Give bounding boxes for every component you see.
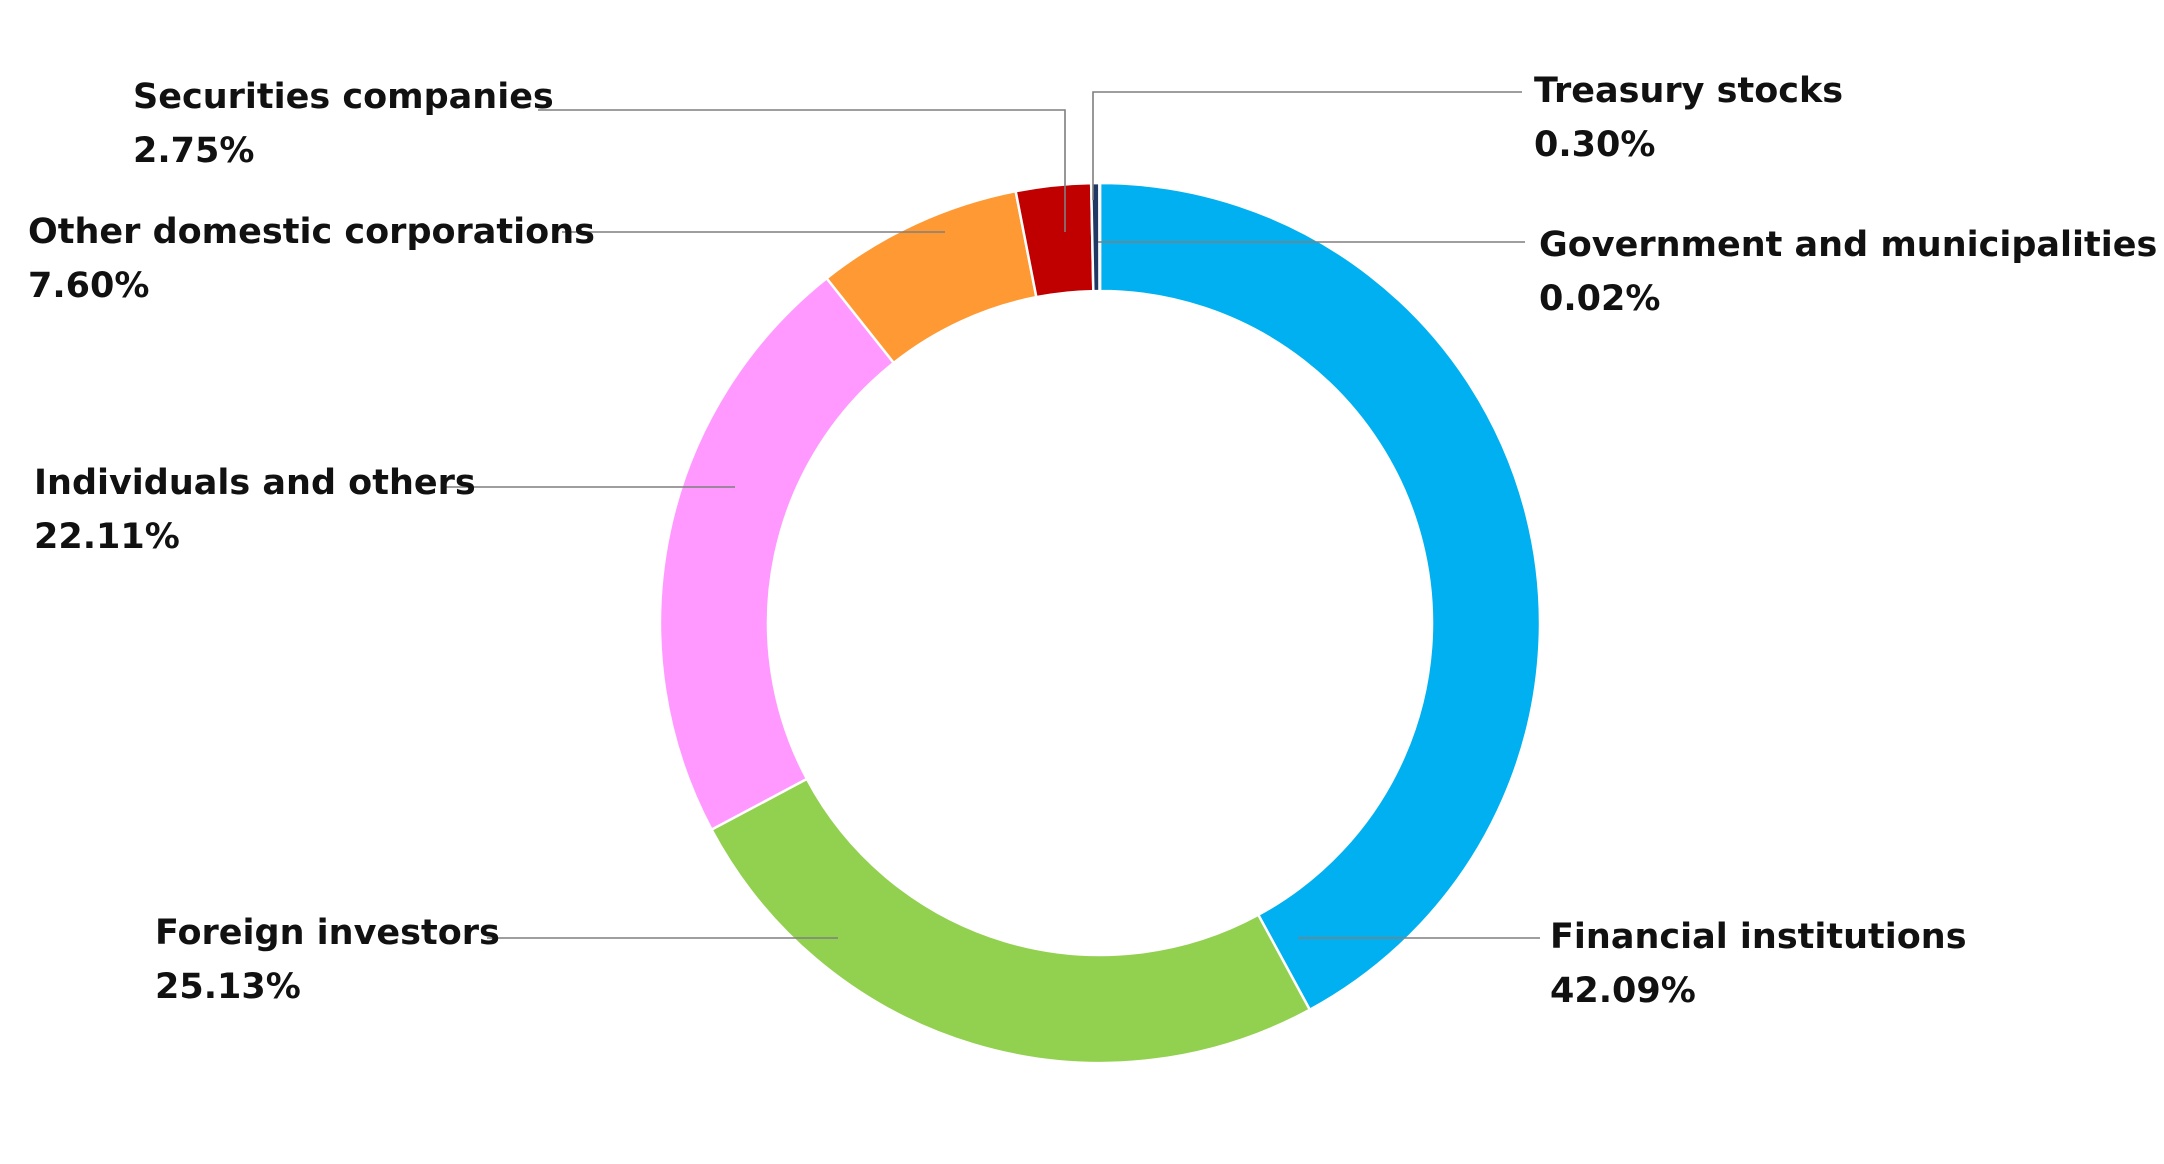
- data-label-value: 0.02%: [1539, 279, 1660, 319]
- data-label-value: 0.30%: [1534, 125, 1655, 165]
- slice-financial-institutions: [1098, 181, 1542, 1012]
- slice-foreign-investors: [709, 777, 1312, 1065]
- slice-individuals-and-others: [658, 276, 896, 832]
- data-label-category: Government and municipalities: [1539, 225, 2157, 265]
- data-label-category: Foreign investors: [155, 913, 500, 953]
- donut-slices: [658, 181, 1542, 1065]
- data-label-category: Other domestic corporations: [28, 212, 595, 252]
- data-label-category: Treasury stocks: [1534, 71, 1843, 111]
- data-label-value: 2.75%: [133, 131, 254, 171]
- slice-government-and-municipalities: [1098, 181, 1102, 293]
- data-label-value: 25.13%: [155, 967, 301, 1007]
- data-label-value: 22.11%: [34, 517, 180, 557]
- leader-line: [1092, 91, 1522, 200]
- data-label-category: Securities companies: [133, 77, 554, 117]
- leader-line: [538, 109, 1066, 232]
- data-label-category: Individuals and others: [34, 463, 476, 503]
- data-labels: Financial institutions 42.09% Foreign inve…: [28, 71, 2157, 1011]
- leader-lines: [445, 91, 1540, 939]
- data-label-value: 7.60%: [28, 266, 149, 306]
- data-label-category: Financial institutions: [1550, 917, 1967, 957]
- data-label-value: 42.09%: [1550, 971, 1696, 1011]
